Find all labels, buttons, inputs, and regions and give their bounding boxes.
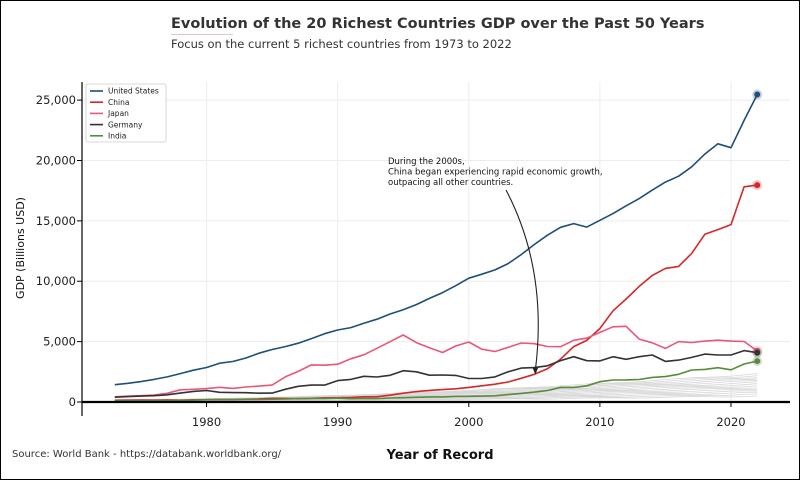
series-line-japan <box>114 325 758 398</box>
series-line-china <box>114 184 758 402</box>
source-note: Source: World Bank - https://databank.wo… <box>12 449 282 460</box>
annotation-text-line: China began experiencing rapid economic … <box>388 168 603 178</box>
y-tick-label: 0 <box>69 395 76 409</box>
series-line-united-states <box>114 94 758 386</box>
legend-label-india: India <box>108 132 126 141</box>
y-tick-label: 20,000 <box>36 153 76 167</box>
series-lines <box>114 89 763 402</box>
x-tick-labels: 1980 1990 2000 2010 2020 <box>192 402 746 429</box>
series-endpoint-india <box>754 358 761 365</box>
x-tick-label: 2020 <box>716 415 745 429</box>
series-line-india <box>114 360 758 402</box>
title-underline <box>171 34 233 35</box>
annotation-arrow <box>505 189 539 371</box>
chart-title: Evolution of the 20 Richest Countries GD… <box>171 16 705 32</box>
legend-box <box>85 83 167 143</box>
annotation: During the 2000s,China began experiencin… <box>388 157 603 375</box>
x-tick-label: 1980 <box>192 415 221 429</box>
series-endpoint-germany <box>754 349 761 356</box>
legend-label-china: China <box>108 98 129 107</box>
axes <box>81 82 790 416</box>
grid-lines <box>82 82 790 403</box>
x-tick-label: 2000 <box>454 415 483 429</box>
y-tick-label: 25,000 <box>36 93 76 107</box>
series-endpoint-united-states <box>754 91 761 98</box>
x-axis-label: Year of Record <box>385 448 493 463</box>
legend: United States China Japan Germany India <box>85 83 167 143</box>
y-tick-label: 5,000 <box>43 335 76 349</box>
annotation-arrowhead <box>532 367 539 375</box>
x-tick-label: 2010 <box>585 415 614 429</box>
annotation-text-line: During the 2000s, <box>388 157 465 167</box>
legend-label-japan: Japan <box>107 109 129 118</box>
background-country-line <box>114 373 758 401</box>
y-tick-label: 15,000 <box>36 214 76 228</box>
legend-label-germany: Germany <box>108 120 143 129</box>
series-line-germany <box>114 349 758 398</box>
series-endpoint-china <box>754 182 761 189</box>
y-axis-label: GDP (Billions USD) <box>14 197 27 299</box>
chart-subtitle: Focus on the current 5 richest countries… <box>171 37 512 51</box>
legend-label-united-states: United States <box>108 87 159 96</box>
y-tick-label: 10,000 <box>36 274 76 288</box>
annotation-text-line: outpacing all other countries. <box>388 178 513 188</box>
y-tick-labels: 0 5,000 10,000 15,000 20,000 25,000 <box>36 93 82 409</box>
x-tick-label: 1990 <box>323 415 352 429</box>
